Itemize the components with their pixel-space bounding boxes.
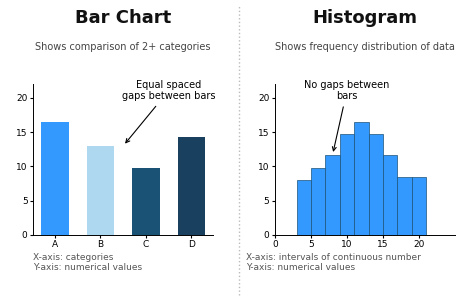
Bar bbox=[311, 169, 325, 235]
Text: X-axis: categories
Y-axis: numerical values: X-axis: categories Y-axis: numerical val… bbox=[33, 253, 142, 272]
Text: X-axis: intervals of continuous number
Y-axis: numerical values: X-axis: intervals of continuous number Y… bbox=[246, 253, 421, 272]
Text: Equal spaced
gaps between bars: Equal spaced gaps between bars bbox=[122, 80, 216, 143]
Bar bbox=[412, 177, 426, 235]
Text: Histogram: Histogram bbox=[312, 9, 418, 27]
Text: Shows frequency distribution of data: Shows frequency distribution of data bbox=[275, 42, 455, 52]
Bar bbox=[369, 134, 383, 235]
Text: Shows comparison of 2+ categories: Shows comparison of 2+ categories bbox=[36, 42, 211, 52]
Text: Bar Chart: Bar Chart bbox=[75, 9, 172, 27]
Bar bbox=[325, 155, 340, 235]
Bar bbox=[397, 177, 412, 235]
Text: No gaps between
bars: No gaps between bars bbox=[304, 80, 390, 151]
Bar bbox=[132, 169, 160, 235]
Bar bbox=[297, 180, 311, 235]
Bar bbox=[87, 146, 114, 235]
Bar bbox=[340, 134, 354, 235]
Bar bbox=[41, 122, 69, 235]
Bar bbox=[354, 122, 369, 235]
Bar bbox=[178, 137, 205, 235]
Bar bbox=[383, 155, 397, 235]
